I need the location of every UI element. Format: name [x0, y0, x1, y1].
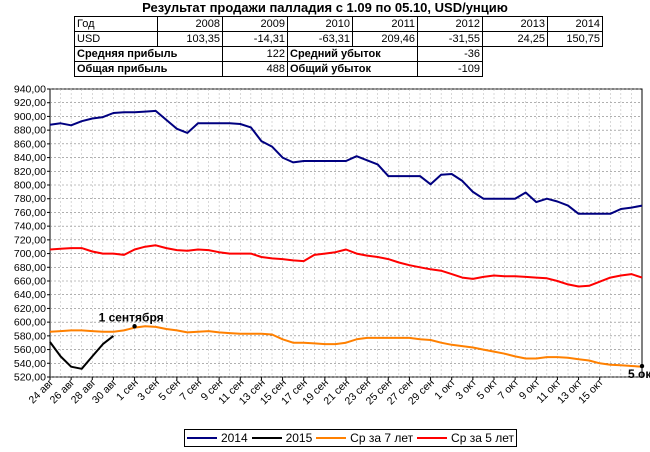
legend-item: Ср за 5 лет: [417, 431, 514, 445]
chart-legend: 2014 2015 Ср за 7 лет Ср за 5 лет: [184, 429, 517, 447]
total-profit-label: Общая прибыль: [74, 61, 223, 77]
x-tick-label: 7 окт: [496, 377, 522, 403]
legend-swatch: [251, 437, 282, 439]
annotation-point: [132, 324, 137, 329]
y-tick-label: 880,00: [14, 125, 46, 137]
y-tick-label: 700,00: [14, 248, 46, 260]
x-tick-label: 5 окт: [475, 377, 501, 403]
y-tick-label: 560,00: [14, 344, 46, 356]
year-cell: 2010: [287, 16, 353, 32]
series-line: [49, 109, 643, 215]
y-tick-label: 580,00: [14, 330, 46, 342]
table-avg-row: Средняя прибыль 122 Средний убыток -36: [74, 46, 603, 62]
legend-item: Ср за 7 лет: [316, 431, 413, 445]
y-tick-label: 520,00: [14, 372, 46, 384]
y-tick-label: 860,00: [14, 138, 46, 150]
legend-swatch: [186, 437, 217, 439]
table-total-row: Общая прибыль 488 Общий убыток -109: [74, 61, 603, 77]
y-tick-label: 680,00: [14, 262, 46, 274]
results-table: Год 2008 2009 2010 2011 2012 2013 2014 U…: [74, 16, 603, 77]
y-tick-label: 620,00: [14, 303, 46, 315]
total-loss-value: -109: [417, 61, 483, 77]
y-tick-label: 780,00: [14, 193, 46, 205]
value-cell: -63,31: [287, 31, 353, 47]
series-line: [49, 335, 115, 370]
annotation-label: 5 октября: [628, 367, 650, 381]
y-tick-label: 940,00: [14, 84, 46, 96]
y-tick-label: 900,00: [14, 111, 46, 123]
y-tick-label: 920,00: [14, 97, 46, 109]
x-tick-label: 1 сен: [114, 377, 141, 404]
x-tick-label: 3 окт: [453, 377, 479, 403]
y-tick-label: 660,00: [14, 276, 46, 288]
legend-swatch: [316, 437, 347, 439]
total-loss-label: Общий убыток: [287, 61, 418, 77]
legend-label: 2015: [285, 431, 313, 445]
value-cell: 24,25: [482, 31, 548, 47]
y-tick-label: 840,00: [14, 152, 46, 164]
value-cell: 150,75: [547, 31, 603, 47]
y-tick-label: 540,00: [14, 358, 46, 370]
legend-item: 2014: [186, 431, 248, 445]
y-tick-label: 760,00: [14, 207, 46, 219]
table-usd-row: USD 103,35 -14,31 -63,31 209,46 -31,55 2…: [74, 31, 603, 47]
legend-label: Ср за 7 лет: [350, 431, 414, 445]
table-header-row: Год 2008 2009 2010 2011 2012 2013 2014: [74, 16, 603, 32]
chart-title: Результат продажи палладия с 1.09 по 05.…: [142, 0, 508, 15]
y-tick-label: 720,00: [14, 234, 46, 246]
year-cell: 2014: [547, 16, 603, 32]
x-tick-label: 15 окт: [576, 377, 606, 407]
y-tick-label: 640,00: [14, 289, 46, 301]
series-line: [49, 325, 643, 368]
x-tick-label: 7 сен: [177, 377, 204, 404]
x-tick-label: 5 сен: [156, 377, 183, 404]
y-tick-label: 820,00: [14, 166, 46, 178]
y-tick-label: 800,00: [14, 180, 46, 192]
legend-swatch: [417, 437, 448, 439]
legend-label: Ср за 5 лет: [451, 431, 515, 445]
y-tick-label: 740,00: [14, 221, 46, 233]
annotation-point: [639, 363, 645, 369]
avg-loss-label: Средний убыток: [287, 46, 418, 62]
annotation-label: 1 сентября: [99, 310, 164, 324]
x-tick-label: 3 сен: [135, 377, 162, 404]
y-tick-label: 600,00: [14, 317, 46, 329]
x-tick-label: 1 окт: [432, 377, 458, 403]
x-tick-label: 30 авг: [90, 377, 120, 407]
legend-item: 2015: [251, 431, 313, 445]
avg-profit-label: Средняя прибыль: [74, 46, 223, 62]
series-line: [49, 244, 643, 288]
legend-label: 2014: [220, 431, 248, 445]
